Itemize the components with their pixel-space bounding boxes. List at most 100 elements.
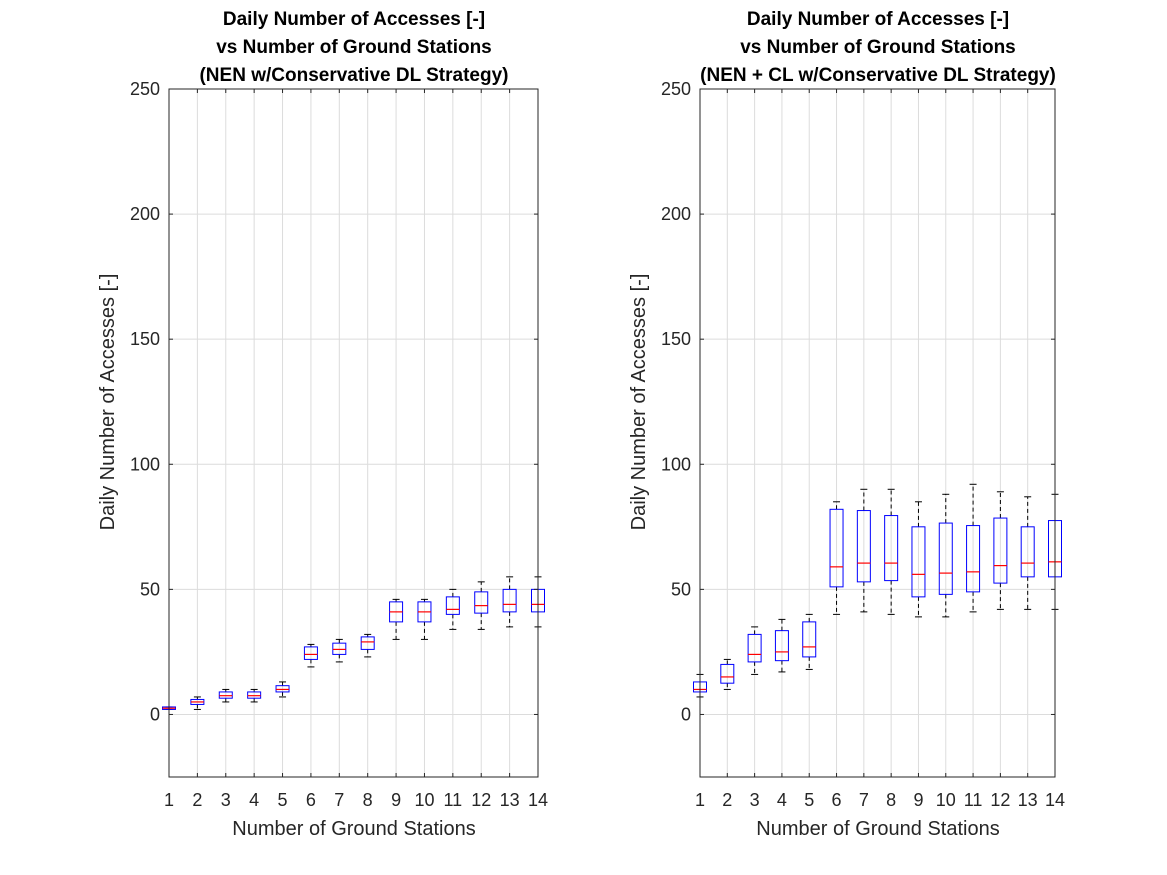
box-iqr: [502, 588, 517, 613]
box-2: [720, 658, 735, 690]
box-7: [332, 638, 347, 663]
box-6: [829, 501, 844, 615]
box-13: [1020, 496, 1035, 610]
x-axis-label: Number of Ground Stations: [232, 818, 475, 840]
subplot-nen-cl: Daily Number of Accesses [-] vs Number o…: [628, 9, 1065, 840]
x-tick-label: 12: [471, 790, 491, 810]
y-tick-label: 0: [681, 704, 691, 724]
x-tick-label: 3: [750, 790, 760, 810]
x-tick-label: 8: [886, 790, 896, 810]
box-iqr: [445, 596, 460, 615]
y-tick-label: 50: [140, 579, 160, 599]
box-3: [747, 626, 762, 675]
x-tick-label: 7: [859, 790, 869, 810]
box-13: [502, 576, 517, 628]
box-iqr: [938, 522, 953, 595]
x-tick-label: 14: [1045, 790, 1065, 810]
box-9: [389, 598, 404, 640]
y-tick-label: 0: [150, 704, 160, 724]
y-axis-label: Daily Number of Accesses [-]: [628, 274, 650, 531]
x-tick-label: 9: [391, 790, 401, 810]
chart-title-line-3: (NEN + CL w/Conservative DL Strategy): [700, 65, 1056, 86]
box-4: [774, 618, 789, 673]
subplot-nen: Daily Number of Accesses [-] vs Number o…: [97, 9, 548, 840]
box-iqr: [303, 646, 318, 660]
chart-title-line-1: Daily Number of Accesses [-]: [223, 9, 485, 30]
box-12: [474, 581, 489, 630]
x-tick-label: 11: [444, 790, 463, 810]
box-iqr: [720, 663, 735, 684]
y-tick-labels: 0 50 100 150 200 250: [130, 79, 538, 724]
x-tick-label: 4: [777, 790, 787, 810]
y-axis-label: Daily Number of Accesses [-]: [97, 274, 119, 531]
y-tick-label: 250: [130, 79, 160, 99]
box-iqr: [829, 508, 844, 588]
y-tick-label: 250: [661, 79, 691, 99]
box-10: [938, 493, 953, 618]
box-7: [856, 488, 871, 613]
box-6: [303, 643, 318, 668]
box-2: [190, 696, 205, 710]
box-iqr: [1020, 526, 1035, 578]
box-9: [911, 501, 926, 618]
x-tick-label: 1: [164, 790, 174, 810]
x-tick-label: 8: [363, 790, 373, 810]
box-12: [993, 491, 1008, 610]
box-iqr: [911, 526, 926, 598]
box-iqr: [275, 685, 290, 693]
x-axis-label: Number of Ground Stations: [756, 818, 999, 840]
box-iqr: [474, 591, 489, 614]
box-8: [360, 633, 375, 658]
x-tick-label: 13: [500, 790, 520, 810]
box-10: [417, 598, 432, 640]
x-tick-label: 3: [221, 790, 231, 810]
box-11: [445, 588, 460, 630]
box-iqr: [856, 510, 871, 583]
box-11: [966, 483, 981, 613]
box-iqr: [218, 691, 233, 699]
y-tick-label: 150: [661, 329, 691, 349]
y-tick-label: 100: [130, 454, 160, 474]
box-series: [693, 483, 1062, 698]
chart-title-line-1: Daily Number of Accesses [-]: [747, 9, 1009, 30]
x-tick-label: 1: [695, 790, 705, 810]
box-series: [162, 576, 545, 710]
box-4: [247, 688, 262, 703]
y-tick-label: 100: [661, 454, 691, 474]
box-iqr: [247, 691, 262, 699]
axes-frame: [168, 88, 539, 778]
box-5: [275, 681, 290, 698]
box-iqr: [802, 621, 817, 658]
x-tick-label: 5: [804, 790, 814, 810]
x-tick-label: 2: [192, 790, 202, 810]
grid: [168, 88, 539, 777]
box-5: [802, 613, 817, 670]
box-iqr: [747, 633, 762, 663]
box-iqr: [993, 517, 1008, 584]
x-tick-label: 2: [722, 790, 732, 810]
x-tick-label: 6: [306, 790, 316, 810]
x-tick-label: 4: [249, 790, 259, 810]
x-tick-label: 10: [936, 790, 956, 810]
y-tick-label: 200: [661, 204, 691, 224]
grid: [699, 88, 1056, 777]
box-iqr: [332, 642, 347, 655]
box-iqr: [774, 630, 789, 662]
box-iqr: [966, 525, 981, 593]
x-tick-label: 14: [528, 790, 548, 810]
y-tick-label: 150: [130, 329, 160, 349]
chart-title-line-3: (NEN w/Conservative DL Strategy): [199, 65, 508, 86]
box-8: [884, 488, 899, 615]
x-tick-label: 13: [1018, 790, 1038, 810]
axes-frame: [699, 88, 1056, 778]
y-tick-labels: 0 50 100 150 200 250: [661, 79, 1055, 724]
y-tick-label: 50: [671, 579, 691, 599]
chart-title-line-2: vs Number of Ground Stations: [216, 37, 492, 58]
x-tick-label: 9: [913, 790, 923, 810]
x-tick-label: 5: [278, 790, 288, 810]
x-tick-label: 12: [990, 790, 1010, 810]
box-iqr: [884, 515, 899, 582]
y-tick-label: 200: [130, 204, 160, 224]
x-tick-labels: 1 2 3 4 5 6 7 8 9 10 11 12 13 14: [695, 89, 1065, 810]
